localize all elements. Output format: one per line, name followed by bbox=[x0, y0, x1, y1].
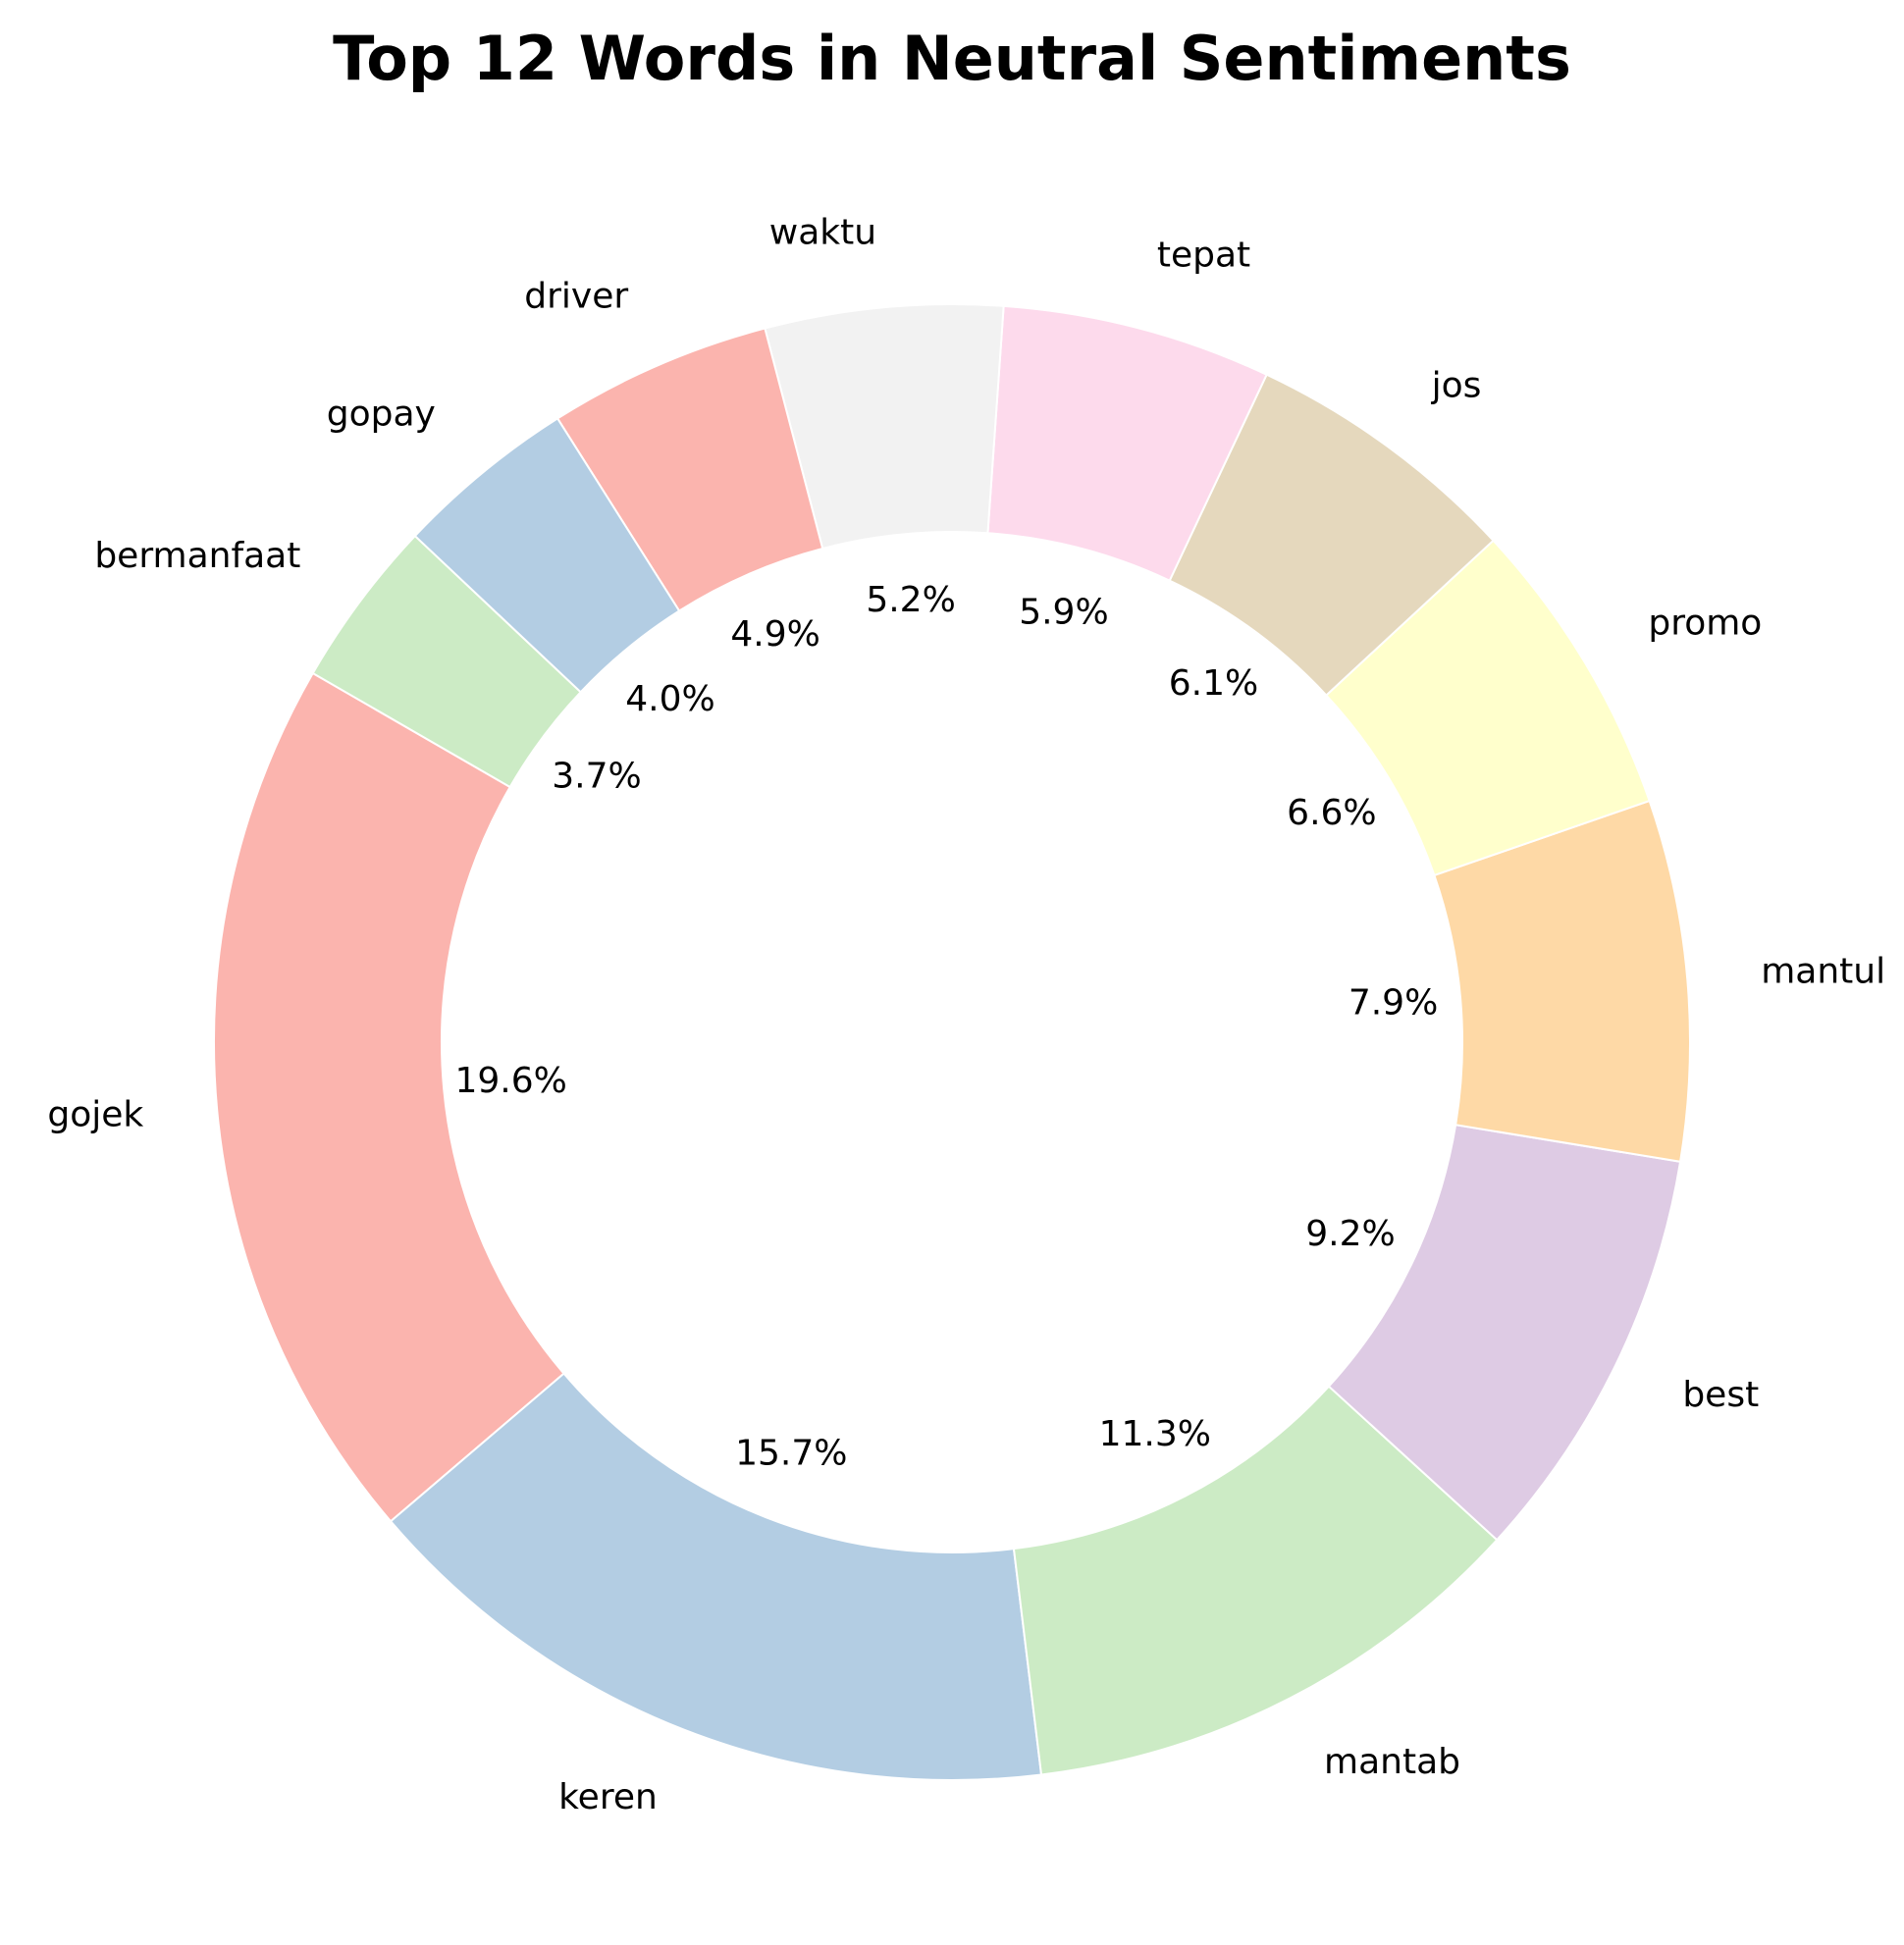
slice-label-keren: keren bbox=[558, 1777, 658, 1817]
pct-label-gojek: 19.6% bbox=[455, 1061, 567, 1101]
slice-label-gojek: gojek bbox=[47, 1095, 143, 1135]
pct-label-jos: 6.1% bbox=[1169, 663, 1258, 704]
slice-label-mantab: mantab bbox=[1324, 1742, 1460, 1782]
slices-layer bbox=[213, 303, 1691, 1781]
pct-label-bermanfaat: 3.7% bbox=[552, 757, 641, 797]
pct-label-driver: 4.9% bbox=[730, 614, 820, 655]
slice-label-tepat: tepat bbox=[1157, 236, 1250, 276]
pct-label-best: 9.2% bbox=[1305, 1214, 1395, 1254]
slice-label-bermanfaat: bermanfaat bbox=[94, 536, 300, 576]
pct-label-keren: 15.7% bbox=[735, 1433, 847, 1473]
slice-bermanfaat bbox=[311, 534, 583, 789]
slice-label-gopay: gopay bbox=[327, 394, 436, 435]
slice-keren bbox=[389, 1372, 1043, 1781]
pct-label-mantul: 7.9% bbox=[1349, 983, 1438, 1024]
pct-label-promo: 6.6% bbox=[1287, 793, 1376, 833]
slice-label-best: best bbox=[1682, 1375, 1759, 1415]
slice-label-waktu: waktu bbox=[769, 212, 876, 252]
pct-label-tepat: 5.9% bbox=[1019, 592, 1108, 632]
slice-label-jos: jos bbox=[1431, 366, 1482, 406]
pct-label-gopay: 4.0% bbox=[625, 679, 714, 719]
labels-layer: gojek 19.6% keren 15.7% mantab 11.3% best 9.2% m… bbox=[47, 212, 1885, 1816]
slice-label-driver: driver bbox=[524, 276, 628, 316]
slice-gojek bbox=[213, 671, 565, 1523]
pct-label-mantab: 11.3% bbox=[1099, 1414, 1211, 1454]
pct-label-waktu: 5.2% bbox=[866, 580, 955, 620]
slice-label-promo: promo bbox=[1648, 603, 1762, 643]
slice-label-mantul: mantul bbox=[1761, 952, 1885, 992]
chart-title: Top 12 Words in Neutral Sentiments bbox=[333, 23, 1571, 94]
